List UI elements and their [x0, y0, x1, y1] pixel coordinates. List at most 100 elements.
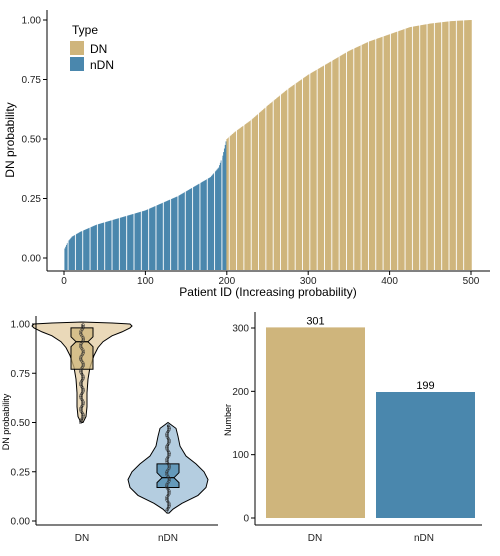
point-ndn — [164, 496, 169, 501]
bar-ndn — [113, 219, 115, 270]
point-ndn — [165, 473, 169, 477]
bar-ndn — [159, 203, 161, 270]
bar-ndn — [114, 219, 117, 270]
violin-x-tick-ndn: nDN — [158, 533, 178, 544]
bar-dn — [339, 56, 341, 271]
bar-dn — [412, 26, 414, 270]
bar-ndn — [124, 216, 126, 270]
bar-dn — [388, 34, 390, 270]
bar-ndn — [70, 237, 73, 270]
bar-ndn — [93, 225, 95, 270]
bar-dn — [267, 105, 269, 271]
bar-ndn — [225, 141, 227, 270]
bar-dn — [335, 58, 337, 271]
bar-dn — [226, 139, 228, 270]
point-ndn — [165, 485, 169, 490]
bar-ndn — [178, 195, 180, 270]
point-dn — [80, 327, 84, 332]
bar-dn — [385, 35, 388, 270]
bar-dn — [241, 126, 244, 270]
bar-ndn — [134, 213, 136, 270]
point-ndn — [167, 465, 172, 469]
bar-dn — [420, 25, 423, 270]
bar-ndn — [156, 205, 158, 270]
bar-ndn — [115, 218, 117, 270]
bar-dn — [374, 39, 376, 270]
bar-dn — [368, 41, 370, 270]
bar-dn — [247, 122, 249, 270]
bar-dn — [300, 79, 302, 270]
top-x-tick-label: 500 — [463, 276, 480, 287]
bar-dn — [307, 74, 309, 271]
bar-dn — [239, 128, 241, 270]
bar-dn — [447, 21, 449, 271]
bar-dn — [409, 27, 411, 270]
bar-ndn — [140, 211, 142, 270]
bar-dn — [407, 28, 409, 270]
bar-ndn — [110, 220, 112, 270]
bar-ndn — [146, 209, 148, 270]
bar-ndn — [206, 179, 208, 270]
bar-dn — [396, 31, 398, 271]
bar-dn — [328, 62, 330, 271]
bar-dn — [245, 123, 248, 270]
bar-dn — [354, 48, 356, 270]
bar-dn — [248, 121, 250, 270]
point-ndn — [165, 444, 169, 449]
bar-dn — [446, 21, 448, 271]
bar-ndn — [109, 220, 111, 270]
bar-ndn — [81, 231, 83, 270]
bar-ndn — [151, 207, 153, 270]
point-ndn — [167, 426, 171, 430]
bar-dn — [468, 20, 470, 270]
bar-dn — [381, 37, 383, 270]
bar-dn — [305, 76, 307, 270]
bar-dn — [392, 33, 394, 270]
data-label-dn: 301 — [306, 315, 324, 327]
bar-dn — [315, 69, 318, 270]
bar-dn — [438, 22, 441, 270]
bar-dn — [435, 22, 437, 271]
point-dn — [79, 397, 83, 401]
bar-ndn — [184, 192, 186, 270]
bar-dn — [383, 36, 385, 270]
bar-ndn — [195, 185, 197, 270]
bar-ndn — [166, 200, 169, 270]
bar-ndn — [75, 234, 77, 270]
bar-dn — [313, 71, 315, 270]
bar-dn — [266, 106, 268, 270]
bar-dn — [333, 59, 335, 271]
bar-ndn — [169, 199, 171, 270]
bar-ndn — [109, 220, 112, 270]
top-y-tick-label: 0.25 — [22, 194, 42, 205]
bar-ndn — [65, 246, 67, 270]
bar-ndn — [102, 222, 104, 270]
point-dn — [79, 406, 83, 410]
point-dn — [80, 372, 84, 376]
top-y-tick-label: 1.00 — [22, 16, 42, 27]
point-dn — [79, 370, 83, 374]
bar-dn — [427, 24, 429, 270]
bar-dn — [408, 27, 410, 271]
bar-dn — [312, 71, 314, 270]
point-ndn — [166, 506, 170, 510]
bar-ndn — [66, 244, 68, 270]
bar-ndn — [94, 225, 96, 270]
bar-dn — [362, 44, 364, 270]
bar-ndn — [99, 223, 101, 270]
bar-ndn — [213, 173, 215, 270]
bar-ndn — [80, 231, 82, 270]
bar-ndn — [132, 213, 134, 270]
top-x-axis-label: Patient ID (Increasing probability) — [179, 285, 356, 299]
bar-ndn — [376, 392, 475, 518]
point-dn — [81, 400, 85, 404]
bar-ndn — [95, 225, 97, 270]
top-y-ticks: 0.00 0.25 0.50 0.75 1.00 — [22, 16, 47, 265]
count-x-tick-ndn: nDN — [414, 533, 434, 544]
bar-dn — [410, 27, 412, 270]
point-dn — [79, 332, 83, 336]
bar-dn — [400, 30, 402, 271]
bar-ndn — [207, 178, 209, 270]
bar-dn — [240, 127, 242, 270]
point-ndn — [167, 492, 171, 496]
